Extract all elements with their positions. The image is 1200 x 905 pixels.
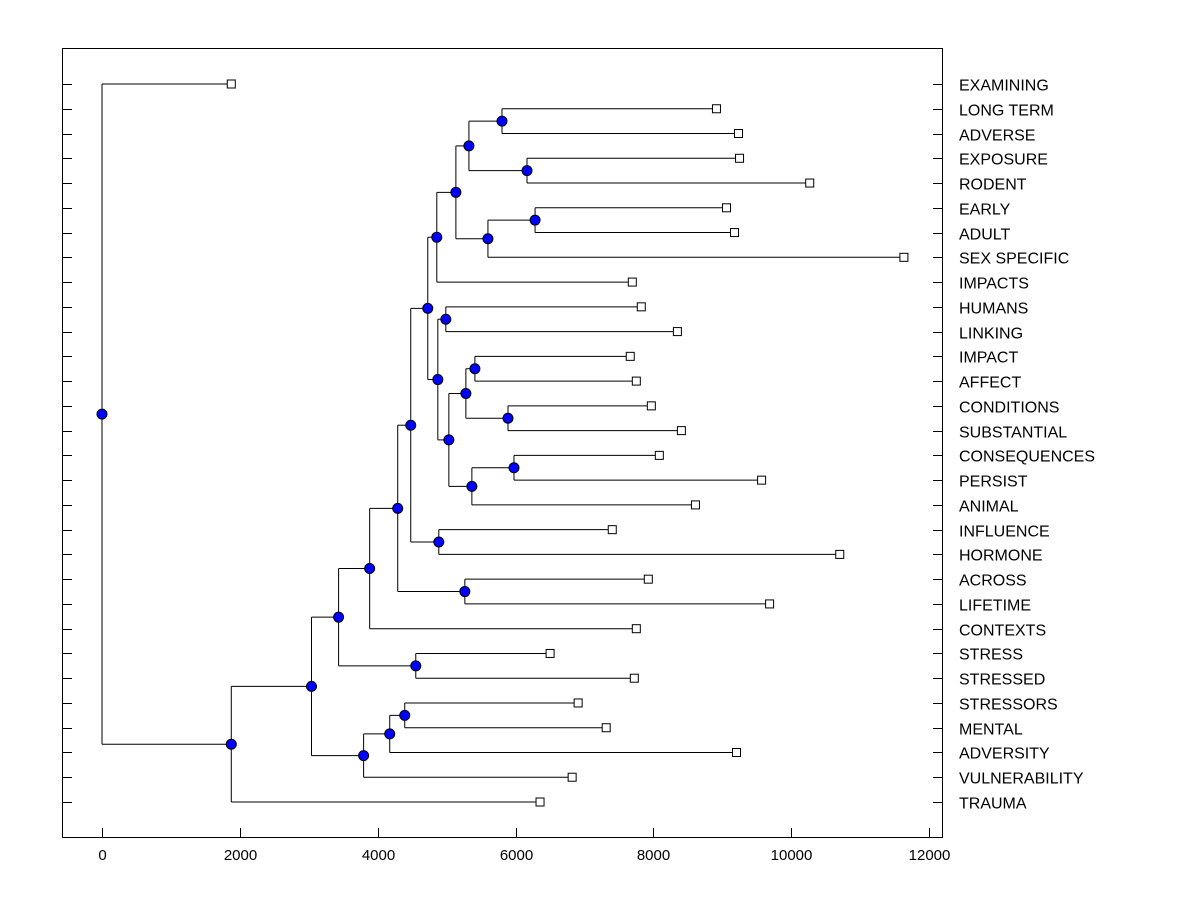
cluster-node	[469, 363, 481, 375]
leaf-label: STRESSORS	[959, 697, 1058, 714]
leaf-marker	[567, 772, 577, 782]
leaf-label: RODENT	[959, 177, 1027, 194]
leaf-label: ADVERSE	[959, 128, 1035, 145]
leaf-marker	[711, 104, 721, 114]
leaf-label: HUMANS	[959, 301, 1028, 318]
x-tick-label: 12000	[909, 847, 951, 864]
leaf-marker	[672, 327, 682, 337]
cluster-node	[440, 313, 452, 325]
cluster-node	[432, 374, 444, 386]
cluster-node	[410, 660, 422, 672]
cluster-node	[496, 115, 508, 127]
cluster-node	[384, 728, 396, 740]
cluster-node	[333, 611, 345, 623]
leaf-label: ANIMAL	[959, 499, 1019, 516]
leaf-label: MENTAL	[959, 722, 1023, 739]
cluster-node	[405, 419, 417, 431]
leaf-label: SUBSTANTIAL	[959, 425, 1067, 442]
leaf-label: EXAMINING	[959, 78, 1049, 95]
leaf-label: STRESSED	[959, 672, 1045, 689]
plot-frame	[62, 48, 943, 838]
leaf-label: VULNERABILITY	[959, 771, 1084, 788]
leaf-label: CONDITIONS	[959, 400, 1059, 417]
leaf-marker	[631, 624, 641, 634]
cluster-node	[392, 502, 404, 514]
leaf-marker	[654, 450, 664, 460]
x-tick-label: 2000	[224, 847, 257, 864]
cluster-node	[450, 186, 462, 198]
leaf-marker	[765, 599, 775, 609]
leaf-label: SEX SPECIFIC	[959, 251, 1069, 268]
leaf-marker	[676, 426, 686, 436]
leaf-marker	[631, 376, 641, 386]
leaf-label: AFFECT	[959, 375, 1021, 392]
x-tick-label: 10000	[771, 847, 813, 864]
cluster-node	[364, 563, 376, 575]
leaf-marker	[625, 351, 635, 361]
leaf-label: EXPOSURE	[959, 152, 1048, 169]
cluster-node	[521, 165, 533, 177]
leaf-marker	[643, 574, 653, 584]
x-tick-label: 8000	[637, 847, 670, 864]
cluster-node	[443, 434, 455, 446]
leaf-label: LONG TERM	[959, 103, 1054, 120]
leaf-label: TRAUMA	[959, 796, 1027, 813]
leaf-label: IMPACTS	[959, 276, 1029, 293]
leaf-label: ACROSS	[959, 573, 1027, 590]
leaf-label: EARLY	[959, 202, 1011, 219]
root-node	[96, 408, 108, 420]
cluster-node	[422, 302, 434, 314]
leaf-label: CONSEQUENCES	[959, 449, 1095, 466]
cluster-node	[459, 586, 471, 598]
leaf-marker	[226, 79, 236, 89]
leaf-marker	[899, 252, 909, 262]
leaf-marker	[629, 673, 639, 683]
leaf-marker	[735, 153, 745, 163]
leaf-marker	[805, 178, 815, 188]
leaf-label: STRESS	[959, 647, 1023, 664]
cluster-node	[225, 738, 237, 750]
x-tick-label: 4000	[362, 847, 395, 864]
leaf-label: LINKING	[959, 326, 1023, 343]
leaf-marker	[732, 747, 742, 757]
cluster-node	[358, 750, 370, 762]
leaf-label: LIFETIME	[959, 598, 1031, 615]
leaf-label: ADULT	[959, 227, 1010, 244]
leaf-marker	[690, 500, 700, 510]
leaf-marker	[835, 549, 845, 559]
x-tick-label: 0	[98, 847, 106, 864]
cluster-node	[431, 231, 443, 243]
cluster-node	[482, 233, 494, 245]
cluster-node	[529, 214, 541, 226]
leaf-marker	[730, 228, 740, 238]
leaf-marker	[535, 797, 545, 807]
cluster-node	[466, 480, 478, 492]
leaf-marker	[734, 129, 744, 139]
leaf-marker	[607, 525, 617, 535]
leaf-marker	[722, 203, 732, 213]
leaf-label: HORMONE	[959, 548, 1043, 565]
cluster-node	[460, 387, 472, 399]
cluster-node	[433, 536, 445, 548]
leaf-label: ADVERSITY	[959, 746, 1050, 763]
leaf-marker	[601, 723, 611, 733]
cluster-node	[508, 462, 520, 474]
cluster-node	[306, 680, 318, 692]
leaf-marker	[573, 698, 583, 708]
leaf-label: IMPACT	[959, 350, 1018, 367]
cluster-node	[399, 709, 411, 721]
leaf-label: PERSIST	[959, 474, 1028, 491]
leaf-marker	[636, 302, 646, 312]
cluster-node	[463, 140, 475, 152]
leaf-marker	[627, 277, 637, 287]
leaf-marker	[545, 648, 555, 658]
x-tick-label: 6000	[500, 847, 533, 864]
leaf-label: CONTEXTS	[959, 623, 1046, 640]
cluster-node	[502, 412, 514, 424]
leaf-marker	[646, 401, 656, 411]
leaf-marker	[757, 475, 767, 485]
leaf-label: INFLUENCE	[959, 524, 1050, 541]
